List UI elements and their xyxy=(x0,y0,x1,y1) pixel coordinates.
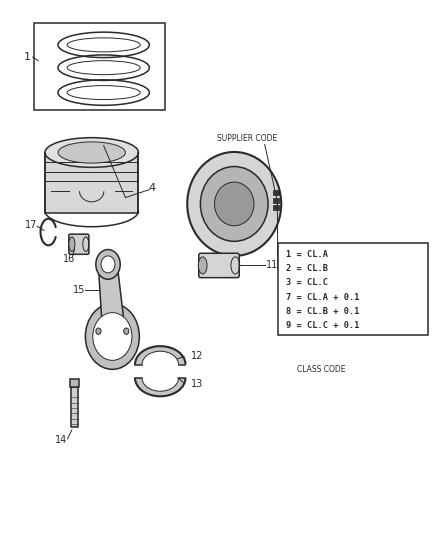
Text: 3 = CL.C: 3 = CL.C xyxy=(286,278,328,287)
Bar xyxy=(273,190,279,196)
Ellipse shape xyxy=(187,152,281,256)
Ellipse shape xyxy=(198,257,207,274)
Text: 13: 13 xyxy=(191,379,203,389)
Text: 11: 11 xyxy=(266,261,278,270)
Text: 2 = CL.B: 2 = CL.B xyxy=(286,264,328,273)
Ellipse shape xyxy=(215,182,254,226)
Polygon shape xyxy=(99,261,123,326)
Text: 14: 14 xyxy=(55,435,67,446)
Ellipse shape xyxy=(58,142,125,163)
Polygon shape xyxy=(135,346,185,365)
Text: 12: 12 xyxy=(191,351,203,361)
FancyBboxPatch shape xyxy=(199,253,239,278)
Ellipse shape xyxy=(93,313,132,360)
Text: 8 = CL.B + 0.1: 8 = CL.B + 0.1 xyxy=(286,307,359,316)
Text: 1 = CL.A: 1 = CL.A xyxy=(286,250,328,259)
Text: SUPPLIER CODE: SUPPLIER CODE xyxy=(217,134,277,143)
Ellipse shape xyxy=(96,328,101,334)
Ellipse shape xyxy=(69,237,75,252)
Ellipse shape xyxy=(124,328,129,334)
Bar xyxy=(71,387,78,426)
Ellipse shape xyxy=(201,166,268,241)
Ellipse shape xyxy=(96,249,120,279)
Text: 1: 1 xyxy=(24,52,31,62)
Text: 15: 15 xyxy=(73,285,85,295)
Ellipse shape xyxy=(101,256,115,273)
Ellipse shape xyxy=(45,138,138,167)
Text: 4: 4 xyxy=(148,183,155,193)
Bar xyxy=(273,205,279,211)
Bar xyxy=(34,22,165,110)
Polygon shape xyxy=(45,152,138,214)
Ellipse shape xyxy=(85,304,139,369)
FancyBboxPatch shape xyxy=(69,234,89,254)
Polygon shape xyxy=(135,378,185,397)
Bar xyxy=(70,379,79,387)
Text: 9 = CL.C + 0.1: 9 = CL.C + 0.1 xyxy=(286,321,359,330)
Bar xyxy=(273,198,279,203)
Text: 7 = CL.A + 0.1: 7 = CL.A + 0.1 xyxy=(286,293,359,302)
Text: CLASS CODE: CLASS CODE xyxy=(297,366,346,374)
Bar xyxy=(278,243,428,335)
Text: 17: 17 xyxy=(25,220,37,230)
Text: 16: 16 xyxy=(63,254,75,263)
